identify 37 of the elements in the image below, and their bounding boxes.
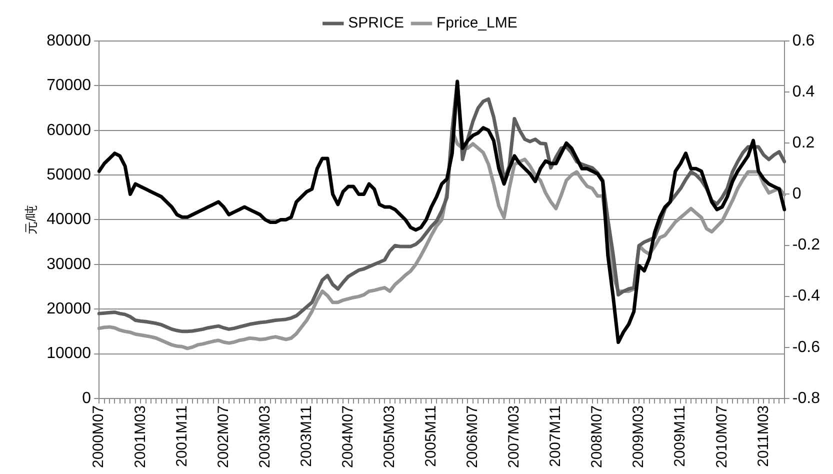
x-tick-label: 2001M11 bbox=[173, 405, 190, 467]
y2-tick-label: -0.4 bbox=[792, 288, 820, 305]
x-tick-label: 2003M11 bbox=[298, 405, 315, 467]
x-tick-label: 2006M07 bbox=[464, 405, 482, 468]
x-tick-label: 2002M07 bbox=[214, 405, 232, 468]
y-tick-label: 50000 bbox=[46, 166, 92, 184]
y-tick-label: 20000 bbox=[46, 300, 92, 318]
x-tick-label: 2008M07 bbox=[588, 405, 606, 468]
x-tick-label: 2000M07 bbox=[90, 405, 108, 468]
y-tick-label: 70000 bbox=[46, 77, 92, 94]
x-tick-label: 2009M03 bbox=[630, 405, 648, 468]
x-tick-label: 2003M03 bbox=[256, 405, 274, 468]
x-tick-label: 2007M03 bbox=[506, 405, 523, 468]
y-tick-label: 30000 bbox=[46, 256, 92, 273]
legend-label: Fprice_LME bbox=[436, 14, 518, 32]
y2-tick-label: -0.2 bbox=[792, 236, 820, 254]
x-tick-label: 2005M03 bbox=[380, 405, 398, 468]
y2-tick-label: 0 bbox=[792, 186, 802, 203]
x-tick-label: 2005M11 bbox=[422, 405, 440, 467]
y-tick-label: 10000 bbox=[46, 345, 92, 362]
x-tick-label: 2001M03 bbox=[132, 405, 149, 468]
y-tick-label: 80000 bbox=[46, 32, 92, 50]
y2-tick-label: 0.2 bbox=[792, 134, 815, 152]
y-tick-label: 40000 bbox=[46, 211, 92, 228]
x-tick-label: 2011M03 bbox=[754, 405, 772, 467]
y-axis-title: 元/吨 bbox=[23, 204, 38, 235]
y2-tick-label: 0.4 bbox=[792, 83, 815, 100]
y2-tick-label: -0.6 bbox=[792, 338, 820, 356]
x-tick-label: 2010M07 bbox=[713, 405, 730, 468]
legend-label: SPRICE bbox=[348, 14, 404, 32]
y2-tick-label: 0.6 bbox=[792, 32, 815, 50]
y2-tick-label: -0.8 bbox=[792, 390, 820, 407]
y-tick-label: 0 bbox=[82, 390, 92, 407]
x-tick-label: 2004M07 bbox=[339, 405, 356, 468]
x-tick-label: 2007M11 bbox=[547, 405, 564, 467]
y-tick-label: 60000 bbox=[46, 122, 92, 139]
x-tick-label: 2009M11 bbox=[672, 405, 689, 467]
